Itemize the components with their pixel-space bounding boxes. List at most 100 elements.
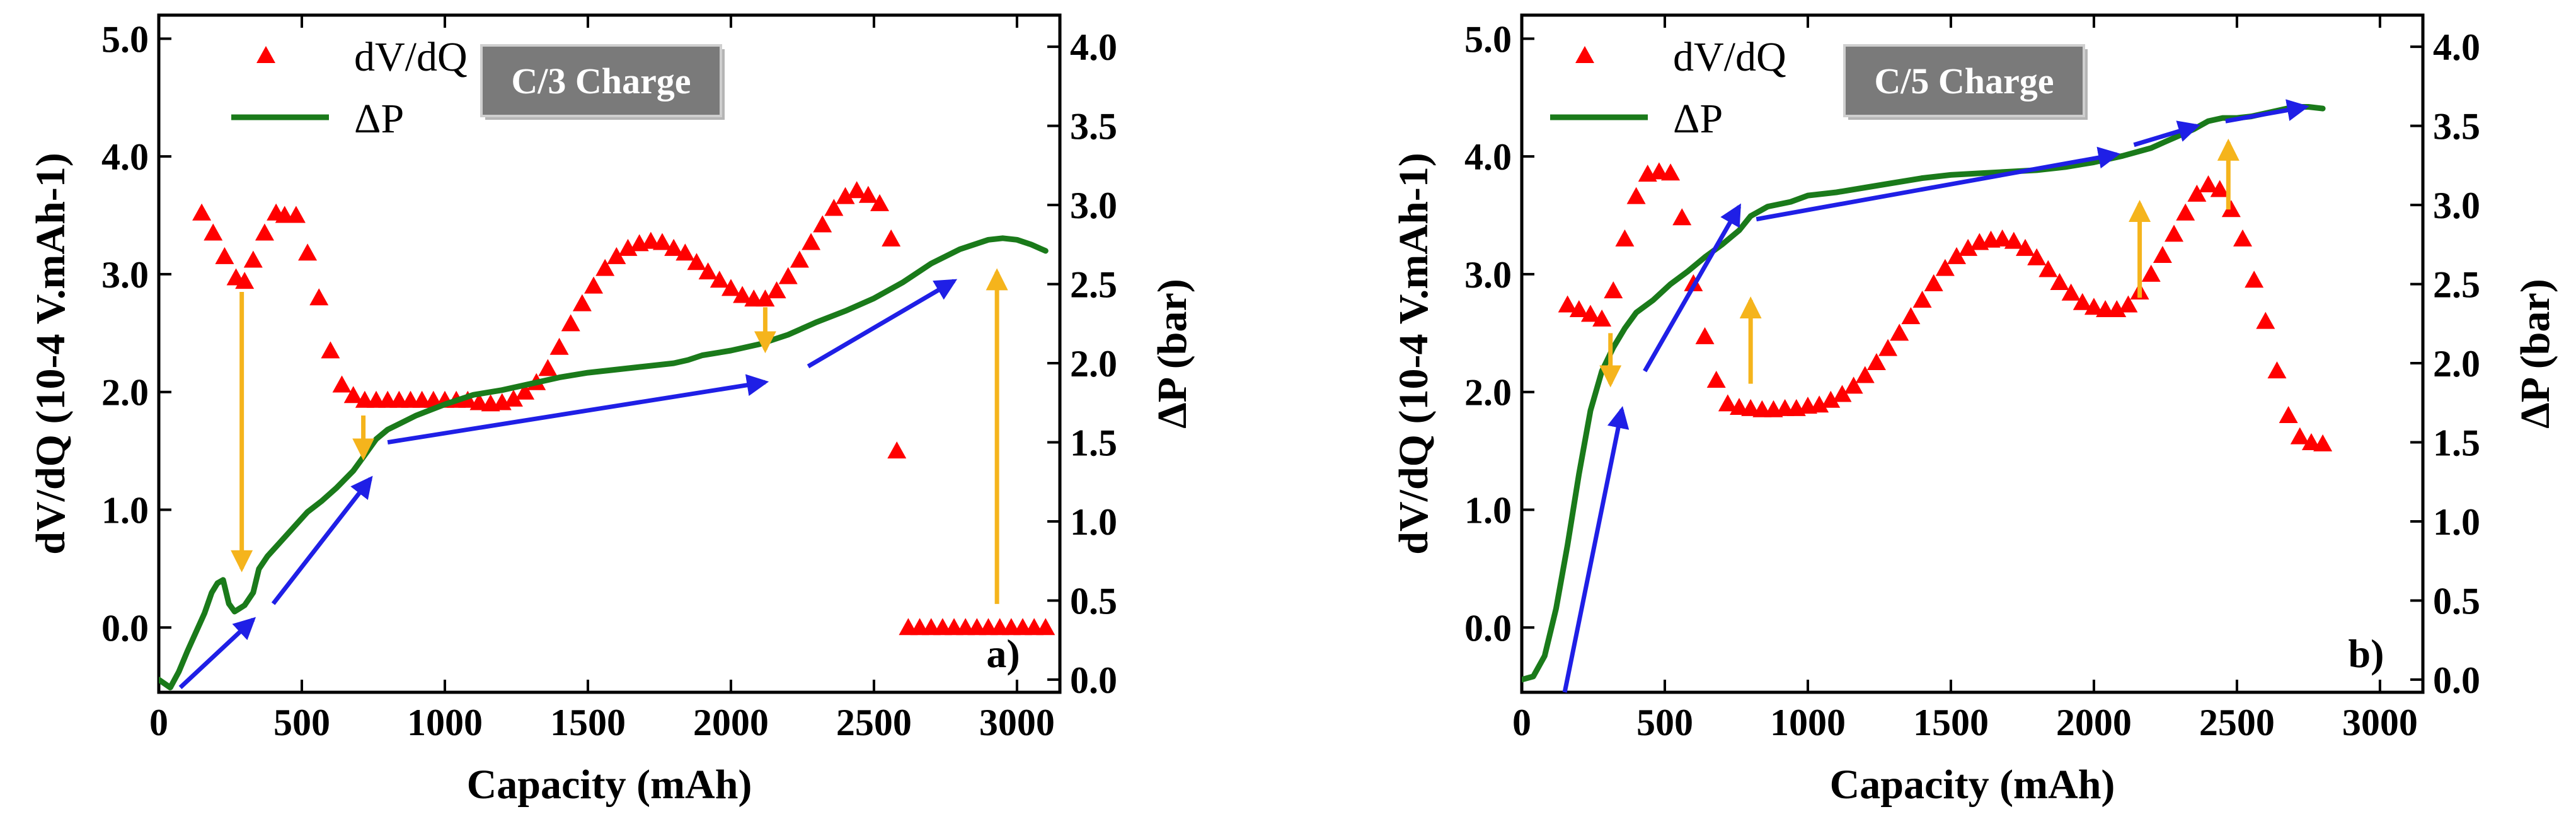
x-tick-label: 2000	[2056, 702, 2132, 743]
data-point-dvdq	[1821, 390, 1841, 408]
data-point-dvdq	[1947, 247, 1967, 264]
data-point-dvdq	[215, 247, 234, 264]
data-point-dvdq	[595, 259, 615, 276]
data-point-dvdq	[1558, 295, 1577, 313]
data-point-dvdq	[2210, 180, 2229, 197]
series-line-deltaP	[1522, 104, 2326, 683]
y-left-tick-label: 0.0	[1464, 607, 1512, 649]
data-point-dvdq	[2073, 293, 2092, 310]
data-point-dvdq	[2038, 260, 2058, 277]
data-point-dvdq	[836, 187, 855, 204]
data-point-dvdq	[286, 206, 306, 223]
trend-arrow	[387, 374, 769, 445]
data-point-dvdq	[1890, 323, 1909, 341]
y-right-tick-label: 3.0	[2433, 185, 2480, 226]
data-point-dvdq	[332, 375, 352, 393]
x-tick-label: 1000	[1770, 702, 1846, 743]
y-right-axis-label: ΔP (bar)	[1149, 279, 1195, 429]
data-point-dvdq	[2313, 434, 2333, 451]
data-point-dvdq	[2279, 406, 2298, 424]
x-tick-label: 1000	[407, 702, 483, 743]
panel-a: 0 500 1000 1500 2000 2500 3000 0.0 1.0 2.0 3.0 4.0 5…	[28, 13, 1195, 808]
trend-arrow	[1756, 146, 2120, 222]
data-point-dvdq	[2165, 224, 2184, 242]
data-point-dvdq	[255, 223, 274, 241]
data-point-dvdq	[2004, 231, 2023, 249]
data-point-dvdq	[2061, 283, 2081, 301]
data-point-dvdq	[756, 289, 775, 307]
data-point-dvdq	[1810, 395, 1829, 413]
legend-label-dvdq: dV/dQ	[1673, 34, 1786, 80]
data-point-dvdq	[1615, 229, 1635, 247]
data-point-dvdq	[1912, 291, 1932, 308]
data-point-dvdq	[618, 238, 638, 256]
trend-arrow	[178, 617, 256, 690]
data-point-dvdq	[887, 441, 907, 459]
y-right-tick-label: 0.0	[2433, 660, 2480, 701]
legend-marker-dvdq	[256, 46, 275, 63]
x-axis-label: Capacity (mAh)	[467, 762, 752, 808]
data-point-dvdq	[192, 203, 212, 221]
data-point-dvdq	[813, 215, 832, 233]
data-point-dvdq	[1695, 327, 1715, 344]
trend-arrow	[2133, 120, 2200, 148]
y-right-tick-label: 1.5	[1070, 422, 1117, 464]
data-point-dvdq	[698, 262, 718, 280]
data-point-dvdq	[309, 288, 329, 306]
data-point-dvdq	[790, 250, 809, 268]
data-point-dvdq	[1580, 305, 1600, 322]
data-point-dvdq	[802, 233, 821, 250]
trend-arrow	[1643, 203, 1742, 373]
data-point-dvdq	[847, 181, 866, 199]
data-point-dvdq	[1924, 274, 1943, 291]
data-point-dvdq	[607, 247, 626, 264]
data-point-dvdq	[2027, 248, 2047, 265]
y-right-tick-label: 3.5	[1070, 106, 1117, 148]
legend-label-dvdq: dV/dQ	[354, 34, 468, 80]
x-tick-label: 3000	[979, 702, 1055, 743]
condition-badge	[480, 44, 722, 117]
data-point-dvdq	[882, 229, 901, 247]
data-point-dvdq	[870, 194, 889, 211]
data-point-dvdq	[858, 185, 878, 203]
panel-b: 0 500 1000 1500 2000 2500 3000 0.0 1.0 2.0 3.0 4.0 5…	[1391, 13, 2558, 808]
data-point-dvdq	[515, 382, 535, 400]
data-point-dvdq	[1626, 187, 1646, 204]
data-point-dvdq	[2119, 295, 2138, 313]
data-point-dvdq	[584, 276, 604, 294]
data-point-dvdq	[204, 223, 223, 241]
x-tick-label: 500	[1636, 702, 1693, 743]
data-point-dvdq	[1569, 299, 1589, 317]
data-point-dvdq	[652, 233, 672, 250]
trend-arrow	[2225, 99, 2309, 124]
data-point-dvdq	[2107, 299, 2127, 317]
y-right-tick-label: 2.0	[2433, 343, 2480, 385]
data-point-dvdq	[1935, 259, 1955, 276]
y-left-tick-label: 5.0	[101, 18, 149, 60]
data-point-dvdq	[469, 393, 489, 410]
x-tick-label: 2500	[2199, 702, 2275, 743]
data-point-dvdq	[572, 294, 592, 311]
y-left-tick-label: 4.0	[1464, 136, 1512, 178]
data-point-dvdq	[767, 281, 786, 299]
y-right-tick-label: 0.5	[2433, 580, 2480, 622]
y-left-tick-label: 1.0	[101, 489, 149, 531]
data-point-dvdq	[2141, 264, 2161, 282]
legend-label-deltaP: ΔP	[354, 96, 404, 142]
y-right-tick-label: 2.5	[2433, 264, 2480, 306]
plot-area	[1522, 104, 2333, 683]
data-point-dvdq	[1855, 366, 1875, 383]
data-point-dvdq	[243, 250, 263, 268]
y-right-tick-label: 2.5	[1070, 264, 1117, 306]
data-point-dvdq	[1661, 163, 1681, 181]
x-tick-label: 500	[273, 702, 330, 743]
data-point-dvdq	[710, 270, 729, 288]
data-point-dvdq	[1844, 376, 1863, 394]
data-point-dvdq	[1604, 281, 1623, 299]
data-point-dvdq	[1649, 162, 1669, 180]
data-point-dvdq	[561, 314, 580, 332]
y-right-tick-label: 4.0	[1070, 26, 1117, 68]
y-right-tick-label: 4.0	[2433, 26, 2480, 68]
condition-badge	[1843, 44, 2085, 117]
